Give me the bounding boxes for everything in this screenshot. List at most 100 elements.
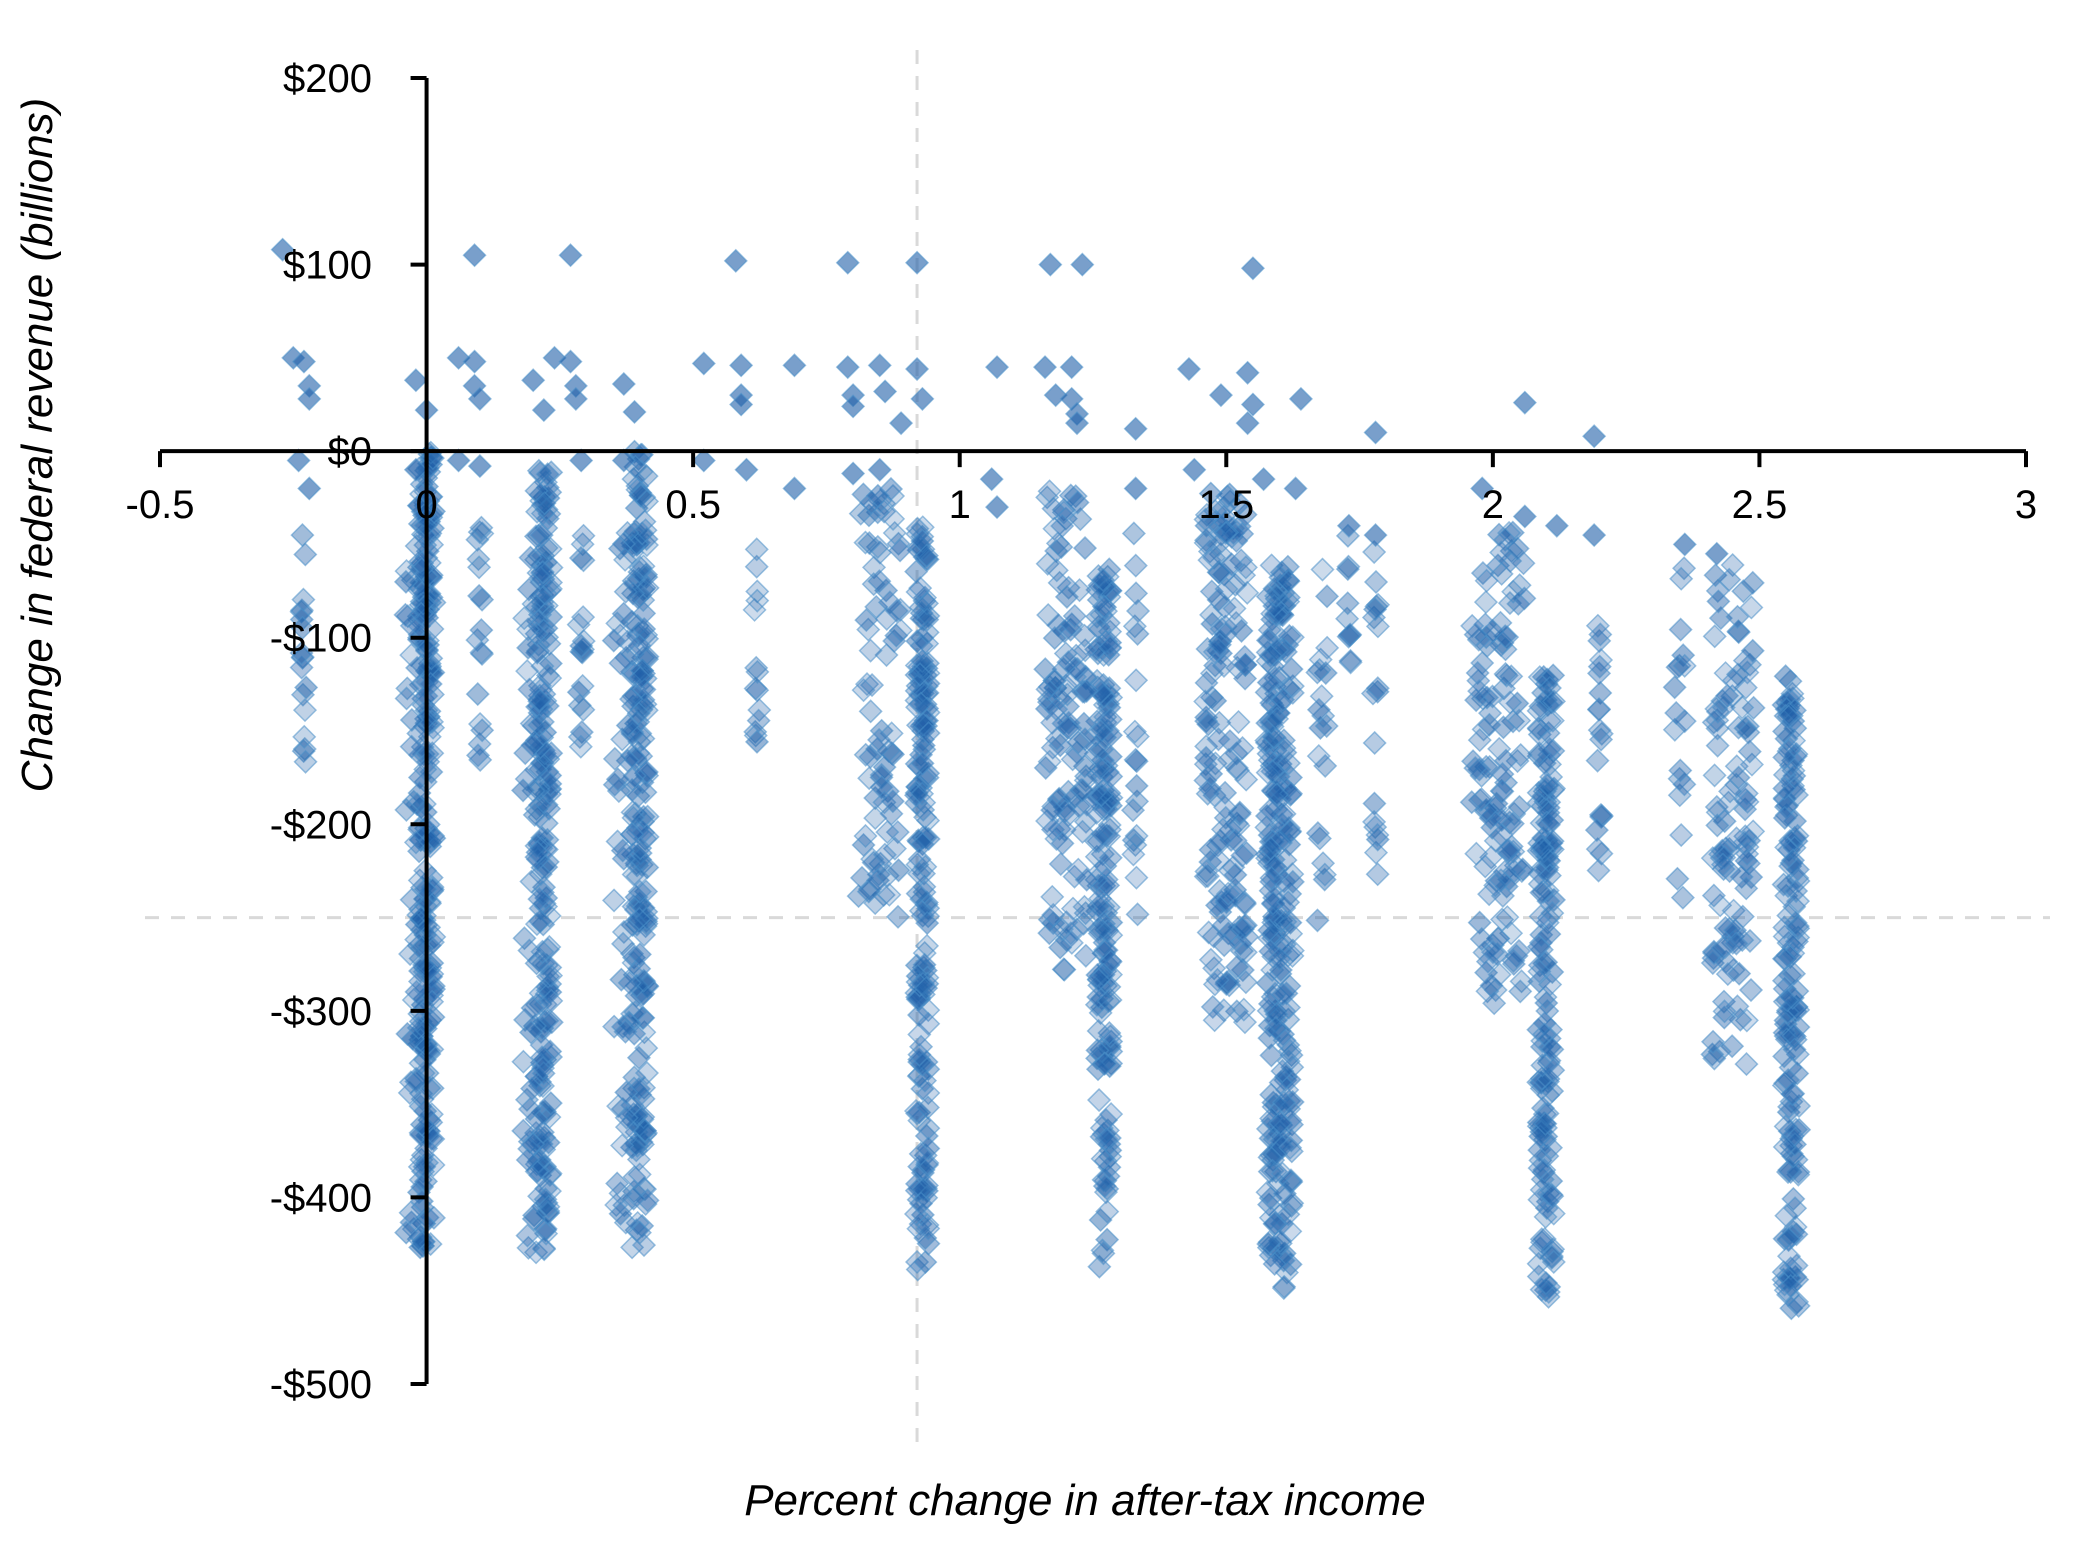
data-point [621,1186,646,1211]
data-point [532,491,557,516]
data-point [1363,523,1388,548]
data-point [1070,252,1095,277]
data-point [1123,476,1148,501]
data-point [558,243,583,268]
x-tick-label: -0.5 [126,483,195,527]
data-point [525,640,550,665]
data-point [563,386,588,411]
data-point [538,1091,563,1116]
data-point [526,775,551,800]
data-point [631,981,656,1006]
data-point [1363,420,1388,445]
data-point [723,248,748,273]
data-point [1665,866,1690,891]
data-point [631,554,656,579]
data-point [1124,773,1149,798]
data-point [611,371,636,397]
data-point [1544,513,1569,538]
data-point [411,591,436,616]
data-point [1124,865,1149,890]
data-point [1121,521,1146,546]
data-point [1305,908,1330,933]
data-point [633,1191,658,1217]
data-point [1473,590,1499,615]
data-point [1586,697,1611,722]
data-point [885,904,911,929]
data-point [467,454,492,479]
data-point [627,879,652,904]
data-point [403,368,428,393]
data-point [521,368,546,393]
data-point [841,461,866,486]
data-point [626,1076,652,1101]
data-point [1702,763,1727,788]
data-point [535,663,560,688]
data-point [782,353,807,378]
x-axis-title: Percent change in after-tax income [744,1476,1426,1525]
data-point [1176,356,1202,382]
data-point [524,478,549,503]
data-point [538,763,563,788]
data-point [910,386,935,411]
data-point [867,353,892,378]
data-point [511,1049,536,1074]
data-point [1314,584,1340,609]
data-point [1208,383,1234,408]
y-axis-title: Change in federal revenue (billions) [13,98,62,793]
y-ticks: $200 $100 $0 -$100 -$200 -$300 -$400 -$500 [270,57,427,1407]
data-point [465,682,490,707]
data-point [530,1016,555,1041]
x-tick-label: 0.5 [665,483,721,527]
data-point [1672,532,1697,557]
x-tick-label: 1 [949,483,971,527]
data-point [635,575,660,600]
data-markers [270,237,1812,1321]
data-point [417,915,442,940]
data-point [293,542,318,567]
data-point [1512,390,1537,415]
data-point [873,379,898,404]
x-tick-label: 0 [415,483,437,527]
y-tick-label: $0 [328,430,373,474]
data-point [625,864,650,889]
data-point [628,721,653,746]
data-point [627,1162,652,1187]
data-point [1662,675,1687,700]
data-point [632,509,657,534]
data-point [626,1045,651,1070]
y-tick-label: -$100 [270,617,372,661]
data-point [1670,885,1695,910]
data-point [537,796,562,821]
data-point [297,476,322,501]
data-point [858,699,883,724]
y-tick-label: $100 [283,244,372,288]
data-point [620,842,646,867]
x-tick-label: 3 [2015,483,2037,527]
data-point [691,351,716,376]
data-point [1124,749,1149,774]
data-point [462,349,487,374]
y-tick-label: -$400 [270,1176,372,1220]
data-point [1124,668,1149,693]
data-point [1365,862,1390,887]
data-point [619,609,645,634]
data-point [1251,467,1276,492]
data-point [889,411,914,436]
data-point [1288,386,1313,411]
data-point [1586,858,1611,883]
data-point [630,1005,655,1030]
data-point [1051,957,1076,982]
data-point [1240,256,1266,281]
data-point [1582,523,1607,548]
data-point [531,1061,556,1086]
data-point [835,355,860,380]
data-point [1734,1052,1759,1077]
x-tick-label: 1.5 [1198,483,1254,527]
data-point [621,805,646,830]
x-tick-label: 2 [1482,483,1504,527]
data-point [524,951,549,976]
data-point [1182,457,1207,482]
data-point [1585,748,1610,773]
data-point [462,243,487,268]
